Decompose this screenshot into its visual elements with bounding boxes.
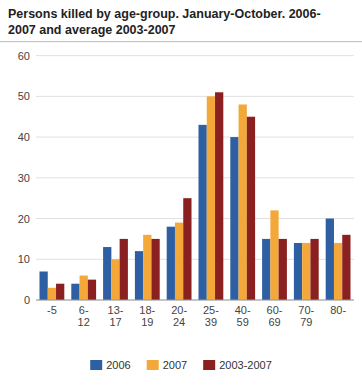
bar	[247, 117, 255, 300]
y-tick-label: 30	[18, 172, 30, 184]
bar	[334, 243, 342, 300]
title: Persons killed by age-group. January-Oct…	[8, 7, 321, 37]
bar	[88, 280, 96, 300]
legend-swatch	[90, 360, 102, 370]
grid	[36, 56, 354, 300]
y-tick-label: 40	[18, 131, 30, 143]
bar	[120, 239, 128, 300]
x-axis-line	[36, 300, 354, 301]
bar	[71, 284, 79, 300]
bar	[230, 137, 238, 300]
bars	[39, 92, 350, 300]
bar	[302, 243, 310, 300]
y-tick-label: 10	[18, 253, 30, 265]
grid-line	[36, 300, 354, 301]
x-tick-label: 18-19	[139, 304, 155, 328]
x-tick-label: 20-24	[171, 304, 187, 328]
bar	[183, 198, 191, 300]
bar	[198, 125, 206, 300]
bar	[326, 219, 334, 300]
bar	[262, 239, 270, 300]
x-tick-label: 80-	[330, 304, 346, 316]
bar	[270, 210, 278, 300]
bar	[151, 239, 159, 300]
bar	[39, 271, 47, 300]
x-tick-label: 40-59	[235, 304, 251, 328]
grid-line	[36, 96, 354, 97]
legend-label: 2006	[106, 359, 130, 371]
x-tick-label: 25-39	[203, 304, 219, 328]
x-tick-label: -5	[47, 304, 57, 316]
bar	[342, 235, 350, 300]
chart: Persons killed by age-group. January-Oct…	[0, 0, 362, 385]
legend-swatch	[203, 360, 215, 370]
bar	[143, 235, 151, 300]
bar	[310, 239, 318, 300]
grid-line	[36, 177, 354, 178]
bar	[48, 288, 56, 300]
bar	[175, 223, 183, 300]
bar	[56, 284, 64, 300]
legend-label: 2003-2007	[219, 359, 272, 371]
y-tick-label: 0	[24, 294, 30, 306]
y-tick-label: 20	[18, 213, 30, 225]
x-tick-label: 13-17	[108, 304, 124, 328]
bar	[111, 259, 119, 300]
title-separator	[0, 41, 362, 42]
x-tick-label: 60-69	[267, 304, 283, 328]
grid-line	[36, 218, 354, 219]
bar	[239, 105, 247, 301]
legend-swatch	[147, 360, 159, 370]
legend-label: 2007	[163, 359, 187, 371]
x-tick-label: 70-79	[298, 304, 314, 328]
bar	[135, 251, 143, 300]
y-tick-label: 50	[18, 90, 30, 102]
bar	[279, 239, 287, 300]
grid-line	[36, 137, 354, 138]
bar	[294, 243, 302, 300]
x-tick-label: 6-12	[78, 304, 90, 328]
grid-line	[36, 55, 354, 56]
y-tick-label: 60	[18, 50, 30, 62]
legend: 2006 2007 2003-2007	[90, 359, 272, 371]
bar	[207, 96, 215, 300]
bar	[167, 227, 175, 300]
bar	[215, 92, 223, 300]
bar	[103, 247, 111, 300]
bar	[80, 276, 88, 300]
